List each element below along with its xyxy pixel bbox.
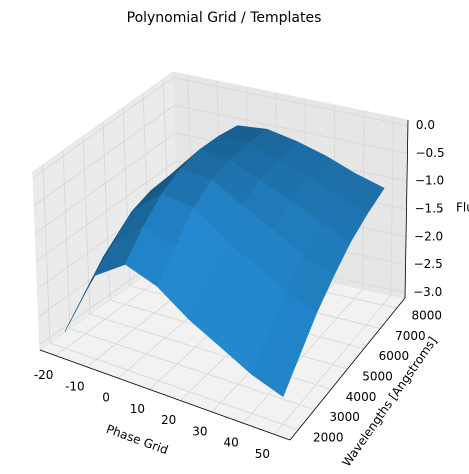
x-axis-line xyxy=(39,349,291,441)
z-axis-label: Flux xyxy=(456,201,469,215)
grid-line xyxy=(34,105,175,206)
y-axis-line xyxy=(289,297,406,441)
z-tick-label: −3.0 xyxy=(413,285,442,299)
x-tick-label: 30 xyxy=(192,424,207,438)
grid-line xyxy=(35,132,176,234)
y-tick-label: 6000 xyxy=(379,349,410,363)
z-tick-label: −1.0 xyxy=(415,174,444,188)
x-tick-label: -20 xyxy=(34,368,54,382)
grid-line xyxy=(173,77,408,126)
y-tick-label: 3000 xyxy=(329,410,360,424)
grid-line xyxy=(32,77,174,178)
grid-line xyxy=(69,328,315,410)
x-tick-label: 20 xyxy=(161,413,176,427)
x-tick-label: 50 xyxy=(255,447,270,461)
y-tick-label: 8000 xyxy=(412,309,443,323)
z-tick-label: 0.0 xyxy=(416,118,435,132)
z-tick-label: −0.5 xyxy=(415,146,444,160)
grid-line xyxy=(49,342,299,431)
y-tick-label: 7000 xyxy=(395,329,426,343)
z-tick-label: −2.5 xyxy=(414,257,443,271)
x-tick-label: -10 xyxy=(65,379,85,393)
x-tick-label: 40 xyxy=(223,436,238,450)
grid-line xyxy=(174,104,408,154)
grid-line xyxy=(36,160,177,262)
chart-title: Polynomial Grid / Templates xyxy=(127,10,322,26)
y-tick-label: 2000 xyxy=(313,430,344,444)
y-tick-label: 4000 xyxy=(346,390,377,404)
x-tick-label: 10 xyxy=(130,402,145,416)
z-axis-line xyxy=(404,119,409,299)
z-tick-label: −2.0 xyxy=(414,229,443,243)
z-tick-label: −1.5 xyxy=(415,202,444,216)
surface-cell xyxy=(251,332,301,398)
y-tick-label: 5000 xyxy=(362,370,393,384)
x-tick-label: 0 xyxy=(102,391,110,405)
x-axis-label: Phase Grid xyxy=(104,422,170,457)
